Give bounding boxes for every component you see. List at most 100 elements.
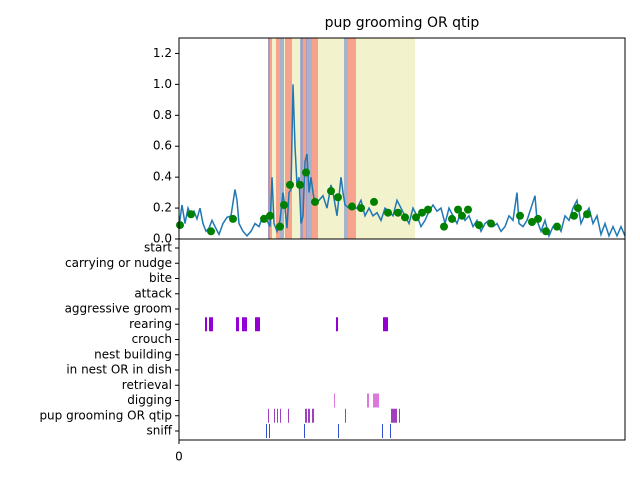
span xyxy=(285,38,292,239)
event-bar xyxy=(367,393,369,408)
span xyxy=(301,38,307,239)
event-bar xyxy=(266,424,267,438)
point xyxy=(370,197,378,206)
category-label: bite xyxy=(149,271,172,285)
point xyxy=(187,210,195,219)
category-label: start xyxy=(144,241,172,255)
point xyxy=(229,214,237,223)
point xyxy=(542,227,550,236)
span xyxy=(344,38,348,239)
point xyxy=(401,213,409,222)
category-label: retrieval xyxy=(122,378,172,392)
event-bar xyxy=(242,317,247,332)
event-bar xyxy=(391,408,397,423)
line-series xyxy=(178,84,626,239)
category-label: carrying or nudge xyxy=(65,256,172,270)
event-bar xyxy=(304,424,305,438)
point xyxy=(207,227,215,236)
x-tick-label: 0 xyxy=(175,450,183,464)
event-bar xyxy=(336,317,338,332)
category-label: attack xyxy=(134,286,172,300)
event-bar xyxy=(305,408,307,423)
point xyxy=(348,202,356,211)
event-bar xyxy=(390,424,391,438)
event-bar xyxy=(268,408,269,423)
event-bar xyxy=(382,424,383,438)
point xyxy=(260,214,268,223)
category-label: nest building xyxy=(94,347,172,361)
point xyxy=(464,205,472,214)
point xyxy=(311,197,319,206)
event-bar xyxy=(209,317,213,332)
event-bar xyxy=(288,408,289,423)
span xyxy=(306,38,312,239)
y-tick-label: 1.0 xyxy=(153,77,172,91)
category-label: crouch xyxy=(132,332,172,346)
event-bar xyxy=(345,408,346,423)
event-bar xyxy=(308,408,310,423)
point xyxy=(440,222,448,231)
event-bar xyxy=(255,317,260,332)
y-tick-label: 0.4 xyxy=(153,170,172,184)
span xyxy=(280,38,284,239)
event-bar xyxy=(280,408,281,423)
point xyxy=(276,222,284,231)
event-bar xyxy=(399,408,400,423)
category-label: in nest OR in dish xyxy=(66,363,172,377)
point xyxy=(384,208,392,217)
category-label: aggressive groom xyxy=(65,302,172,316)
event-bar xyxy=(274,408,275,423)
category-label: digging xyxy=(127,393,172,407)
point xyxy=(296,180,304,189)
event-bar xyxy=(277,408,278,423)
point xyxy=(327,187,335,196)
point xyxy=(418,208,426,217)
point xyxy=(302,168,310,177)
event-bar xyxy=(383,317,388,332)
y-tick-label: 0.2 xyxy=(153,201,172,215)
point xyxy=(266,211,274,220)
point xyxy=(280,200,288,209)
point xyxy=(448,214,456,223)
chart-title: pup grooming OR qtip xyxy=(325,15,480,31)
category-label: sniff xyxy=(147,424,173,438)
point xyxy=(528,217,536,226)
span xyxy=(348,38,356,239)
span xyxy=(276,38,280,239)
span xyxy=(300,38,303,239)
y-tick-label: 1.2 xyxy=(153,46,172,60)
event-bar xyxy=(373,393,379,408)
point xyxy=(394,208,402,217)
y-tick-label: 0.8 xyxy=(153,108,172,122)
point xyxy=(583,210,591,219)
point xyxy=(570,211,578,220)
event-bar xyxy=(269,424,270,438)
point xyxy=(534,214,542,223)
category-label: rearing xyxy=(129,317,172,331)
event-bar xyxy=(205,317,207,332)
point xyxy=(553,222,561,231)
event-bar xyxy=(334,393,335,408)
point xyxy=(424,205,432,214)
category-label: pup grooming OR qtip xyxy=(39,408,172,422)
point xyxy=(357,204,365,213)
y-tick-label: 0.6 xyxy=(153,139,172,153)
point xyxy=(458,211,466,220)
event-bar xyxy=(236,317,239,332)
axes-frame xyxy=(178,238,626,441)
span xyxy=(312,38,318,239)
point xyxy=(516,211,524,220)
span xyxy=(268,38,270,239)
point xyxy=(475,221,483,230)
y-tick-label: 0.0 xyxy=(153,232,172,246)
event-bar xyxy=(338,424,339,438)
point xyxy=(176,221,184,230)
point xyxy=(286,180,294,189)
point xyxy=(412,213,420,222)
point xyxy=(454,205,462,214)
event-bar xyxy=(312,408,314,423)
point xyxy=(487,219,495,228)
point xyxy=(574,204,582,213)
point xyxy=(334,193,342,202)
